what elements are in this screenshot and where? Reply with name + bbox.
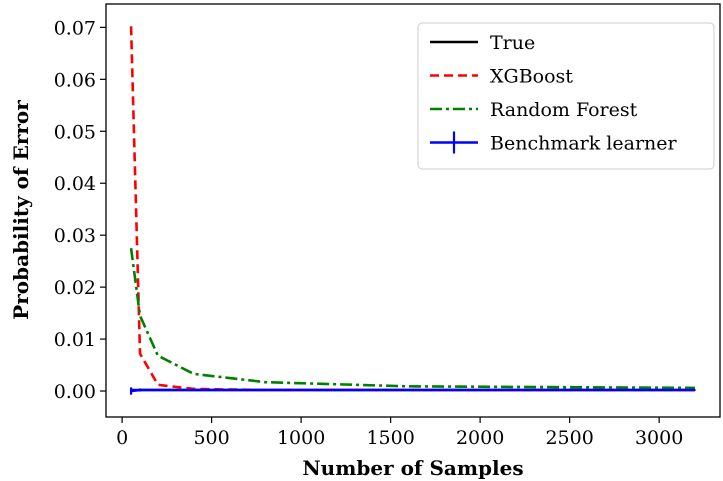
series-line-3 [130, 388, 695, 393]
x-tick-label: 1000 [277, 427, 325, 449]
x-axis: 0 500 1000 1500 2000 2500 3000 [116, 417, 683, 449]
legend-label: Random Forest [490, 99, 638, 121]
x-tick-label: 0 [116, 427, 128, 449]
plot-area [129, 26, 697, 395]
x-tick-label: 3000 [635, 427, 683, 449]
legend-label: Benchmark learner [490, 133, 678, 155]
y-axis: 0.00 0.01 0.02 0.03 0.04 0.05 0.06 0.07 [54, 17, 106, 403]
x-tick-label: 1500 [366, 427, 414, 449]
x-axis-label: Number of Samples [302, 456, 523, 480]
legend-box [417, 22, 715, 170]
legend-label: XGBoost [490, 66, 573, 88]
y-tick-label: 0.02 [54, 277, 96, 299]
x-tick-label: 2000 [456, 427, 504, 449]
y-tick-label: 0.03 [54, 225, 96, 247]
x-tick-label: 500 [193, 427, 229, 449]
y-tick-label: 0.05 [54, 121, 96, 143]
y-tick-label: 0.00 [54, 381, 96, 403]
series-line-2 [129, 247, 695, 390]
x-tick-label: 2500 [545, 427, 593, 449]
legend: True XGBoost Random Forest Benchmark learne… [417, 22, 715, 170]
legend-label: True [490, 32, 535, 54]
plot-frame [105, 3, 721, 418]
y-tick-label: 0.01 [54, 329, 96, 351]
y-tick-label: 0.06 [54, 69, 96, 91]
y-axis-label: Probability of Error [9, 100, 33, 320]
y-tick-label: 0.07 [54, 17, 96, 39]
y-tick-label: 0.04 [54, 173, 96, 195]
